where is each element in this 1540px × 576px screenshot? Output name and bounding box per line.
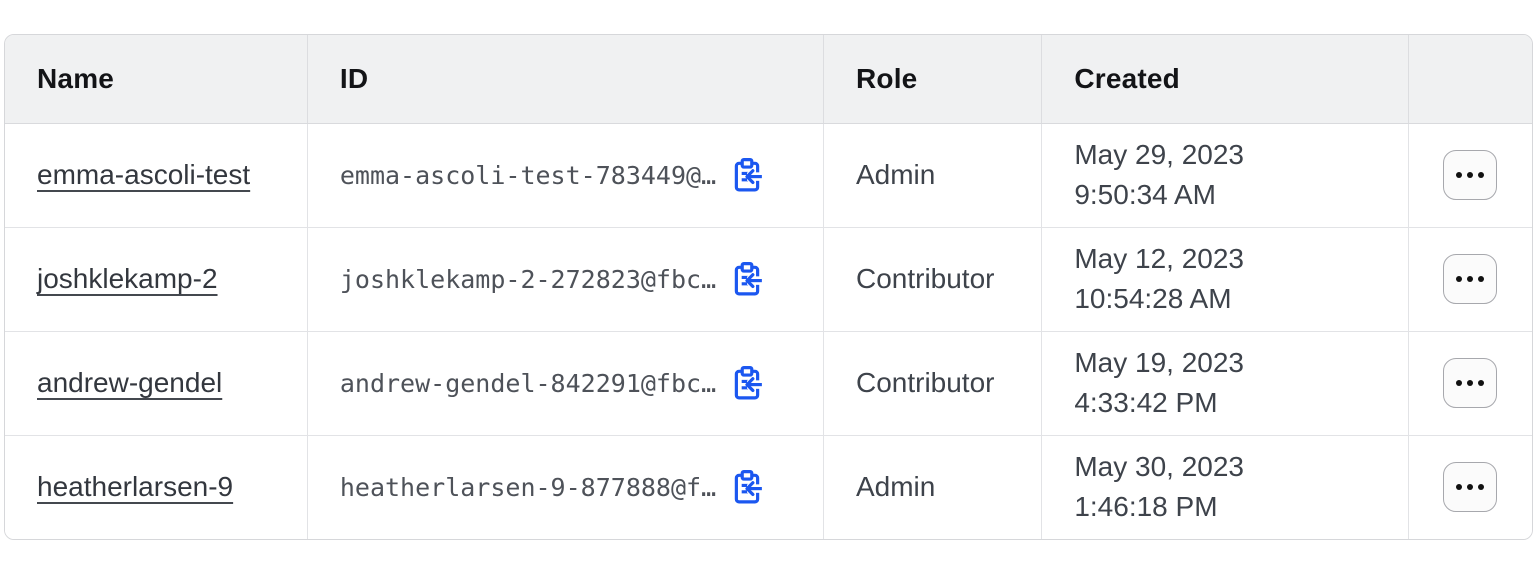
- member-id: heatherlarsen-9-877888@f…: [339, 472, 717, 502]
- role-cell: Admin: [823, 435, 1043, 539]
- id-cell: emma-ascoli-test-783449@…: [307, 123, 824, 228]
- member-role: Contributor: [855, 367, 995, 398]
- copy-id-button[interactable]: [732, 366, 763, 400]
- column-header-role: Role: [823, 35, 1043, 124]
- member-id: emma-ascoli-test-783449@…: [339, 160, 717, 190]
- name-cell: andrew-gendel: [5, 331, 308, 436]
- row-actions-button[interactable]: [1443, 358, 1498, 408]
- members-table-card: Name ID Role Created emma-ascoli-test em…: [4, 34, 1533, 540]
- ellipsis-icon: [1456, 380, 1485, 386]
- member-role: Admin: [855, 159, 936, 190]
- actions-cell: [1408, 227, 1532, 332]
- role-cell: Contributor: [823, 227, 1043, 332]
- column-header-name: Name: [5, 35, 308, 124]
- members-table: Name ID Role Created emma-ascoli-test em…: [5, 35, 1532, 539]
- id-cell: heatherlarsen-9-877888@f…: [307, 435, 824, 539]
- actions-cell: [1408, 123, 1532, 228]
- clipboard-copy-icon: [734, 158, 763, 192]
- column-header-created: Created: [1041, 35, 1409, 124]
- id-cell: joshklekamp-2-272823@fbc…: [307, 227, 824, 332]
- table-header: Name ID Role Created: [5, 35, 1532, 124]
- member-name-link[interactable]: heatherlarsen-9: [37, 471, 234, 503]
- clipboard-copy-icon: [734, 262, 763, 296]
- table-row: heatherlarsen-9 heatherlarsen-9-877888@f…: [5, 435, 1532, 539]
- member-role: Contributor: [855, 263, 995, 294]
- actions-cell: [1408, 331, 1532, 436]
- name-cell: joshklekamp-2: [5, 227, 308, 332]
- name-cell: heatherlarsen-9: [5, 435, 308, 539]
- ellipsis-icon: [1456, 484, 1485, 491]
- member-role: Admin: [855, 471, 936, 503]
- table-row: emma-ascoli-test emma-ascoli-test-783449…: [5, 123, 1532, 228]
- created-timestamp: May 29, 2023 9:50:34 AM: [1074, 139, 1244, 210]
- created-cell: May 12, 2023 10:54:28 AM: [1041, 227, 1409, 332]
- ellipsis-icon: [1456, 172, 1485, 178]
- member-name-link[interactable]: emma-ascoli-test: [37, 159, 251, 190]
- copy-id-button[interactable]: [732, 470, 763, 504]
- created-timestamp: May 30, 2023 1:46:18 PM: [1074, 451, 1244, 523]
- name-cell: emma-ascoli-test: [5, 123, 308, 228]
- table-row: andrew-gendel andrew-gendel-842291@fbc…: [5, 331, 1532, 436]
- ellipsis-icon: [1456, 276, 1485, 282]
- row-actions-button[interactable]: [1443, 150, 1498, 200]
- copy-id-button[interactable]: [732, 158, 763, 192]
- created-cell: May 19, 2023 4:33:42 PM: [1041, 331, 1409, 436]
- created-timestamp: May 12, 2023 10:54:28 AM: [1074, 243, 1244, 314]
- actions-cell: [1408, 435, 1532, 539]
- role-cell: Contributor: [823, 331, 1043, 436]
- column-header-actions: [1408, 35, 1532, 124]
- member-id: joshklekamp-2-272823@fbc…: [339, 264, 717, 294]
- member-name-link[interactable]: andrew-gendel: [37, 367, 223, 398]
- id-cell: andrew-gendel-842291@fbc…: [307, 331, 824, 436]
- created-cell: May 30, 2023 1:46:18 PM: [1041, 435, 1409, 539]
- role-cell: Admin: [823, 123, 1043, 228]
- clipboard-copy-icon: [734, 366, 763, 400]
- created-cell: May 29, 2023 9:50:34 AM: [1041, 123, 1409, 228]
- member-id: andrew-gendel-842291@fbc…: [339, 368, 717, 398]
- row-actions-button[interactable]: [1443, 254, 1498, 304]
- table-row: joshklekamp-2 joshklekamp-2-272823@fbc…: [5, 227, 1532, 332]
- member-name-link[interactable]: joshklekamp-2: [37, 263, 218, 294]
- created-timestamp: May 19, 2023 4:33:42 PM: [1074, 347, 1244, 418]
- row-actions-button[interactable]: [1443, 462, 1498, 513]
- copy-id-button[interactable]: [732, 262, 763, 296]
- clipboard-copy-icon: [734, 470, 763, 504]
- column-header-id: ID: [307, 35, 824, 124]
